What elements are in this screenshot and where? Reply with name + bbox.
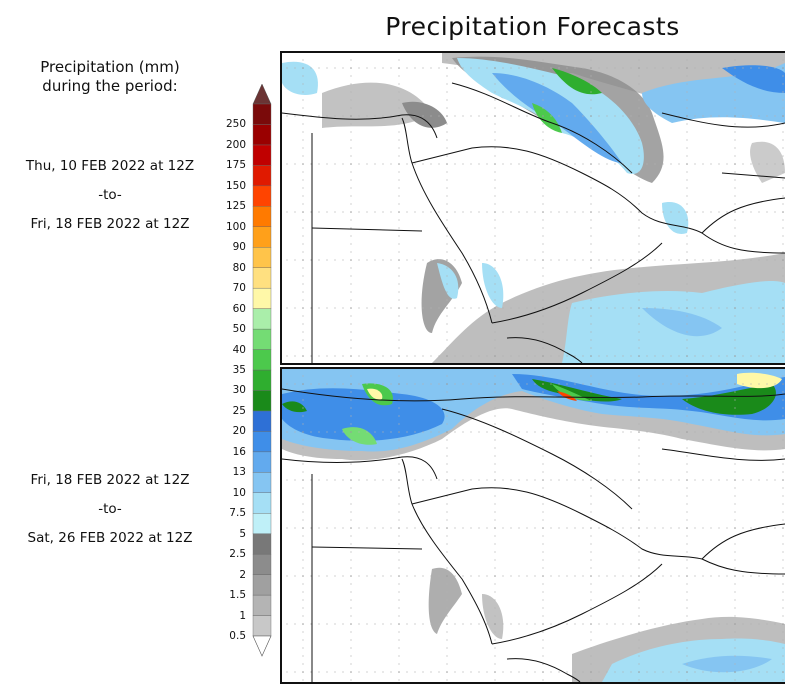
colorbar-tick-label: 10: [232, 486, 246, 499]
colorbar-swatch: [252, 185, 272, 207]
period-2-sep: -to-: [98, 501, 122, 517]
colorbar-swatch: [252, 165, 272, 187]
colorbar-tick-label: 40: [232, 343, 246, 356]
colorbar-swatch: [252, 615, 272, 637]
period-label-1: Thu, 10 FEB 2022 at 12Z -to- Fri, 18 FEB…: [4, 152, 216, 239]
colorbar: [252, 83, 272, 657]
colorbar-tick-label: 2.5: [229, 548, 246, 561]
colorbar-tick-label: 16: [232, 445, 246, 458]
colorbar-swatch: [252, 431, 272, 453]
period-label-2: Fri, 18 FEB 2022 at 12Z -to- Sat, 26 FEB…: [4, 466, 216, 553]
map-1-svg: [282, 53, 785, 363]
colorbar-swatch: [252, 349, 272, 371]
colorbar-swatch: [252, 308, 272, 330]
colorbar-tick-label: 100: [225, 220, 246, 233]
period-2-end: Sat, 26 FEB 2022 at 12Z: [27, 530, 193, 546]
colorbar-tick-label: 125: [225, 200, 246, 213]
colorbar-tick-label: 0.5: [229, 630, 246, 642]
colorbar-tick-label: 90: [232, 241, 246, 254]
colorbar-tick-label: 7.5: [229, 507, 246, 520]
colorbar-swatch: [252, 369, 272, 391]
coastlines-1: [282, 82, 785, 363]
map-panel-period-1: [280, 51, 785, 365]
colorbar-swatch: [252, 553, 272, 575]
colorbar-tick-label: 175: [225, 159, 246, 172]
period-1-sep: -to-: [98, 187, 122, 203]
colorbar-over-arrow: [252, 83, 272, 105]
colorbar-tick-label: 25: [232, 404, 246, 417]
colorbar-tick-label: 35: [232, 364, 246, 376]
colorbar-swatch: [252, 410, 272, 432]
colorbar-swatch: [252, 574, 272, 596]
colorbar-swatch: [252, 103, 272, 125]
colorbar-tick-label: 200: [225, 138, 246, 151]
colorbar-swatch: [252, 328, 272, 350]
colorbar-swatch: [252, 451, 272, 473]
map-panel-period-2: [280, 367, 785, 684]
colorbar-swatch: [252, 513, 272, 534]
colorbar-swatch: [252, 124, 272, 146]
colorbar-swatch: [252, 267, 272, 289]
map-2-svg: [282, 369, 785, 682]
colorbar-tick-label: 250: [225, 118, 246, 131]
colorbar-swatch: [252, 492, 272, 514]
legend-title-line2: during the period:: [42, 77, 178, 95]
colorbar-swatch: [252, 287, 272, 309]
colorbar-tick-label: 30: [232, 384, 246, 397]
legend-title-line1: Precipitation (mm): [40, 58, 180, 76]
colorbar-tick-label: 70: [232, 282, 246, 295]
colorbar-tick-label: 13: [232, 466, 246, 479]
colorbar-tick-label: 5: [239, 527, 246, 540]
colorbar-tick-label: 1: [239, 609, 246, 622]
period-2-start: Fri, 18 FEB 2022 at 12Z: [30, 472, 190, 488]
colorbar-tick-label: 2: [239, 568, 246, 581]
colorbar-tick-label: 50: [232, 323, 246, 336]
colorbar-swatch: [252, 533, 272, 555]
page-title: Precipitation Forecasts: [385, 12, 680, 41]
colorbar-swatch: [252, 247, 272, 268]
colorbar-under-arrow: [252, 635, 272, 657]
period-1-end: Fri, 18 FEB 2022 at 12Z: [30, 216, 190, 232]
coastlines-2: [282, 388, 785, 682]
colorbar-tick-label: 80: [232, 261, 246, 274]
colorbar-swatch: [252, 206, 272, 227]
colorbar-tick-label: 150: [225, 179, 246, 192]
legend-title: Precipitation (mm) during the period:: [10, 58, 210, 96]
colorbar-swatch: [252, 472, 272, 493]
colorbar-tick-label: 1.5: [229, 589, 246, 602]
colorbar-swatch: [252, 226, 272, 248]
colorbar-tick-label: 60: [232, 302, 246, 315]
period-1-start: Thu, 10 FEB 2022 at 12Z: [25, 158, 195, 174]
colorbar-swatch: [252, 144, 272, 166]
colorbar-tick-label: 20: [232, 425, 246, 438]
colorbar-swatch: [252, 594, 272, 616]
colorbar-swatch: [252, 390, 272, 412]
